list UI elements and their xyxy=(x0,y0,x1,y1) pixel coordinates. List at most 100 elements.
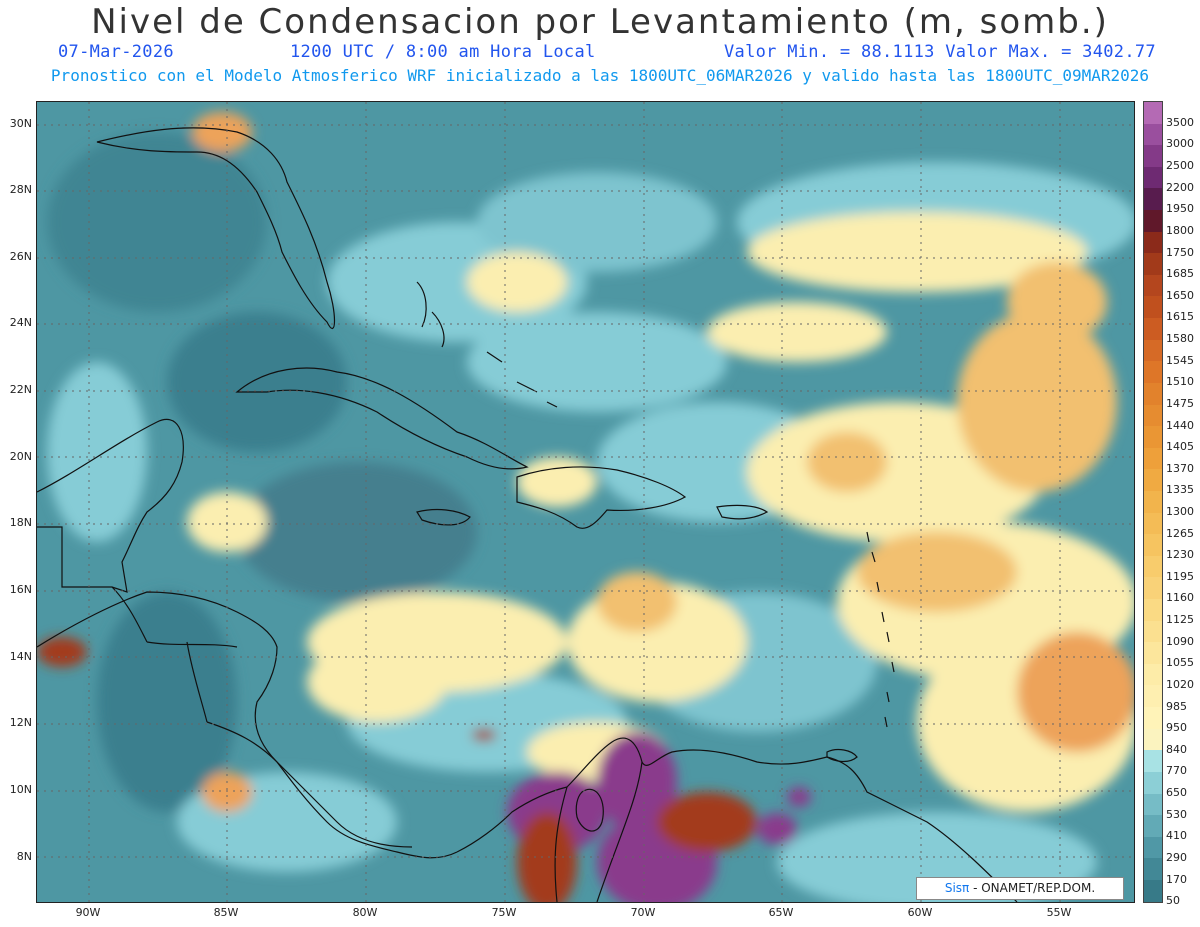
lon-label: 75W xyxy=(491,906,517,919)
legend-swatch xyxy=(1144,188,1162,211)
legend-label: 410 xyxy=(1166,829,1187,843)
credit-org: - ONAMET/REP.DOM. xyxy=(969,881,1096,895)
lat-label: 24N xyxy=(9,316,32,329)
credit-box: Sisπ - ONAMET/REP.DOM. xyxy=(916,877,1124,900)
map-panel[interactable] xyxy=(36,101,1135,903)
legend-label: 1475 xyxy=(1166,396,1194,410)
legend-swatch xyxy=(1144,274,1162,297)
lon-label: 80W xyxy=(352,906,378,919)
legend-label: 1300 xyxy=(1166,505,1194,518)
legend-label: 650 xyxy=(1166,786,1187,800)
legend-swatch xyxy=(1144,469,1162,491)
legend-swatch xyxy=(1144,231,1162,254)
legend-swatch xyxy=(1144,361,1162,383)
legend-label: 950 xyxy=(1166,721,1187,735)
lat-label: 20N xyxy=(9,450,32,463)
lat-label: 18N xyxy=(9,516,32,529)
legend-swatch xyxy=(1144,404,1162,427)
lat-label: 22N xyxy=(9,383,32,396)
legend-swatch xyxy=(1144,253,1162,275)
legend-label: 1950 xyxy=(1166,202,1194,216)
legend-label: 50 xyxy=(1166,894,1180,908)
legend-swatch xyxy=(1144,534,1162,556)
legend-label: 1615 xyxy=(1166,310,1194,324)
legend-label: 1405 xyxy=(1166,440,1194,454)
lat-label: 16N xyxy=(9,583,32,596)
lon-label: 85W xyxy=(213,906,239,919)
legend-swatch xyxy=(1144,210,1162,232)
legend-label: 1230 xyxy=(1166,548,1194,562)
legend-swatch xyxy=(1144,555,1162,578)
legend-label: 840 xyxy=(1166,742,1187,756)
legend-swatch xyxy=(1144,123,1162,146)
legend-swatch xyxy=(1144,166,1162,189)
legend-swatch xyxy=(1144,490,1162,513)
lat-label: 30N xyxy=(9,117,32,130)
legend-label: 1055 xyxy=(1166,656,1194,670)
legend-swatch xyxy=(1144,577,1162,600)
legend-label: 3500 xyxy=(1166,115,1194,129)
legend-swatch xyxy=(1144,339,1162,362)
legend-label: 1265 xyxy=(1166,526,1194,540)
legend-swatch xyxy=(1144,620,1162,643)
lon-label: 60W xyxy=(907,906,933,919)
legend-swatch xyxy=(1144,793,1162,816)
lon-label: 65W xyxy=(768,906,794,919)
legend-swatch xyxy=(1144,663,1162,686)
legend-swatch xyxy=(1144,642,1162,664)
lat-label: 14N xyxy=(9,650,32,663)
legend-label: 1510 xyxy=(1166,375,1194,389)
legend-swatch xyxy=(1144,512,1162,535)
legend-swatch xyxy=(1144,879,1162,902)
graticule xyxy=(37,102,1134,902)
legend-label: 1545 xyxy=(1166,353,1194,367)
legend-label: 985 xyxy=(1166,699,1187,713)
lat-label: 12N xyxy=(9,716,32,729)
legend-swatch xyxy=(1144,382,1162,405)
legend-label: 1650 xyxy=(1166,288,1194,302)
map-svg xyxy=(37,102,1134,902)
legend-swatch xyxy=(1144,102,1162,124)
legend-label: 1125 xyxy=(1166,613,1194,627)
lon-label: 90W xyxy=(75,906,101,919)
legend-swatch xyxy=(1144,836,1162,859)
lcl-field-shading xyxy=(37,112,1134,902)
legend-label: 2200 xyxy=(1166,180,1194,194)
legend-label: 1020 xyxy=(1166,677,1194,691)
sispi-logo-text: Sisπ xyxy=(944,881,970,895)
legend-label: 1370 xyxy=(1166,461,1194,475)
legend-label: 170 xyxy=(1166,872,1187,886)
legend-swatch xyxy=(1144,750,1162,772)
legend-label: 290 xyxy=(1166,850,1187,864)
legend-swatch xyxy=(1144,296,1162,319)
legend-swatch xyxy=(1144,426,1162,448)
legend-label: 1685 xyxy=(1166,267,1194,281)
legend-label: 1195 xyxy=(1166,569,1194,583)
legend-label: 3000 xyxy=(1166,137,1194,151)
legend-swatch xyxy=(1144,728,1162,751)
legend-swatch xyxy=(1144,599,1162,621)
legend-label: 1800 xyxy=(1166,223,1194,237)
legend-swatch xyxy=(1144,145,1162,167)
legend-label: 1335 xyxy=(1166,483,1194,497)
lon-label: 55W xyxy=(1046,906,1072,919)
lat-label: 8N xyxy=(16,850,32,863)
legend-swatch xyxy=(1144,707,1162,729)
legend-label: 2500 xyxy=(1166,159,1194,173)
lon-label: 70W xyxy=(630,906,656,919)
color-legend xyxy=(1143,101,1163,903)
legend-label: 1750 xyxy=(1166,245,1194,259)
legend-label: 530 xyxy=(1166,807,1187,821)
legend-label: 1580 xyxy=(1166,332,1194,346)
lat-label: 26N xyxy=(9,250,32,263)
legend-swatch xyxy=(1144,318,1162,340)
chart-title: Nivel de Condensacion por Levantamiento … xyxy=(91,2,1109,42)
legend-label: 1160 xyxy=(1166,591,1194,605)
legend-swatch xyxy=(1144,858,1162,880)
lat-label: 10N xyxy=(9,783,32,796)
legend-swatch xyxy=(1144,815,1162,837)
legend-label: 770 xyxy=(1166,764,1187,778)
coastlines xyxy=(37,127,1018,902)
legend-swatch xyxy=(1144,447,1162,470)
lat-label: 28N xyxy=(9,183,32,196)
